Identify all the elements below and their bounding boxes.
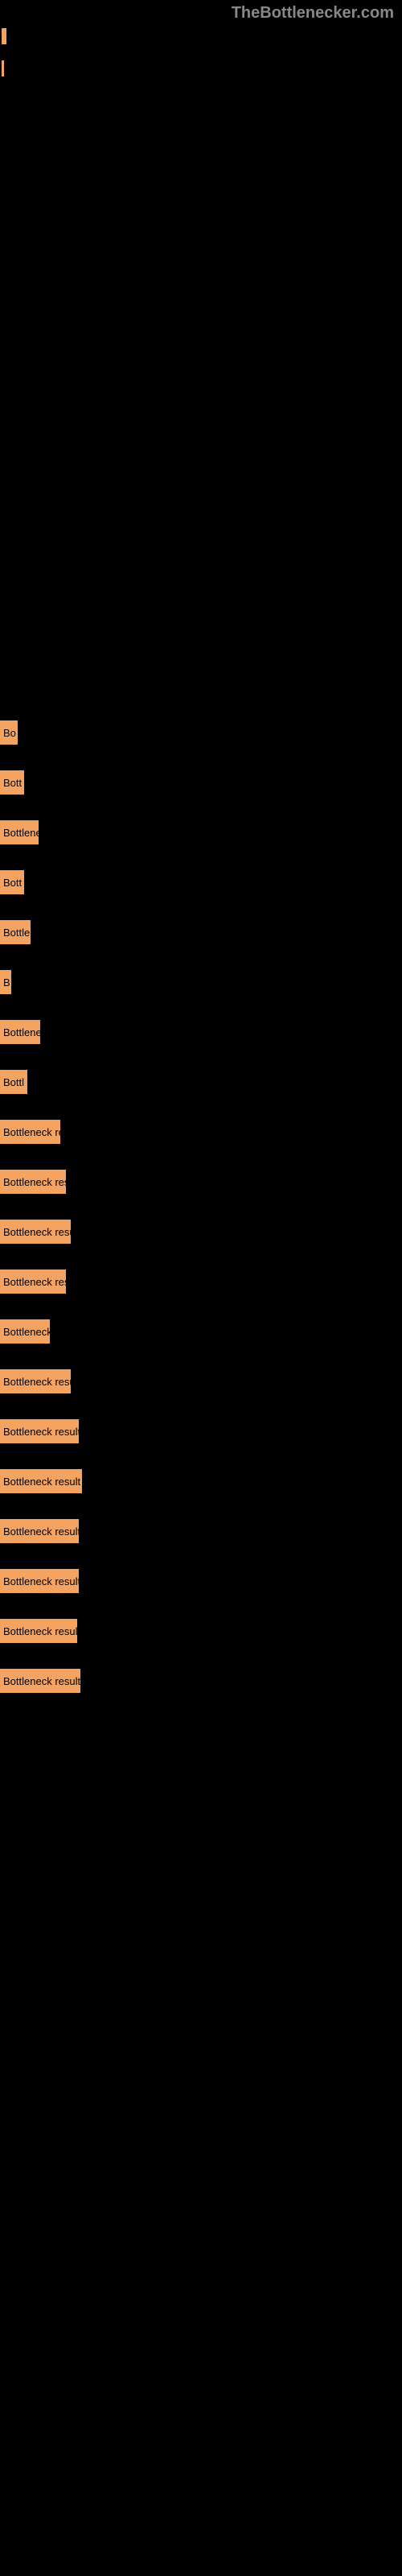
chart-bar: Bottle (0, 920, 31, 944)
chart-bar: Bottleneck result (0, 1469, 82, 1493)
chart-bar: Bottleneck re (0, 1120, 60, 1144)
chart-row: Bottleneck res (0, 1269, 402, 1294)
chart-row: Bo (0, 720, 402, 745)
chart-bar: B (0, 970, 11, 994)
chart-row: Bottlene (0, 1020, 402, 1044)
chart-row: Bottleneck res (0, 1170, 402, 1194)
chart-row: Bott (0, 770, 402, 795)
chart-bar: Bo (0, 720, 18, 745)
chart-area: Bo Bott Bottlene Bott Bottle B Bottlene Bottl Bo… (0, 720, 402, 1693)
chart-bar: Bottleneck resu (0, 1220, 71, 1244)
chart-row: Bottleneck resu (0, 1220, 402, 1244)
chart-bar: Bottleneck result (0, 1619, 77, 1643)
chart-row: Bottleneck result (0, 1669, 402, 1693)
chart-bar: Bottlene (0, 1020, 40, 1044)
chart-row: Bottlene (0, 820, 402, 844)
chart-row: Bottleneck result (0, 1469, 402, 1493)
watermark-text: TheBottlenecker.com (232, 4, 394, 23)
chart-bar: Bott (0, 770, 24, 795)
chart-row: Bottle (0, 920, 402, 944)
chart-row: Bottleneck re (0, 1120, 402, 1144)
chart-bar: Bottleneck result (0, 1519, 79, 1543)
chart-bar: Bottleneck res (0, 1170, 66, 1194)
chart-bar: Bottleneck resu (0, 1369, 71, 1393)
chart-row: Bottleneck result (0, 1519, 402, 1543)
chart-row: Bottleneck resu (0, 1369, 402, 1393)
chart-bar: Bottleneck result (0, 1669, 80, 1693)
chart-row: Bott (0, 870, 402, 894)
top-bar-row (2, 28, 402, 44)
chart-row: Bottl (0, 1070, 402, 1094)
chart-bar: Bottleneck result (0, 1569, 79, 1593)
chart-row: Bottleneck result (0, 1569, 402, 1593)
top-bar-row (2, 60, 402, 76)
chart-row: B (0, 970, 402, 994)
chart-bar: Bott (0, 870, 24, 894)
chart-row: Bottleneck (0, 1319, 402, 1344)
chart-row: Bottleneck result (0, 1419, 402, 1443)
chart-bar: Bottleneck res (0, 1269, 66, 1294)
chart-row: Bottleneck result (0, 1619, 402, 1643)
chart-bar: Bottl (0, 1070, 27, 1094)
top-bar-fill-1 (2, 60, 4, 76)
top-bar-fill-0 (2, 28, 6, 44)
chart-bar: Bottleneck result (0, 1419, 79, 1443)
chart-bar: Bottleneck (0, 1319, 50, 1344)
chart-bar: Bottlene (0, 820, 39, 844)
